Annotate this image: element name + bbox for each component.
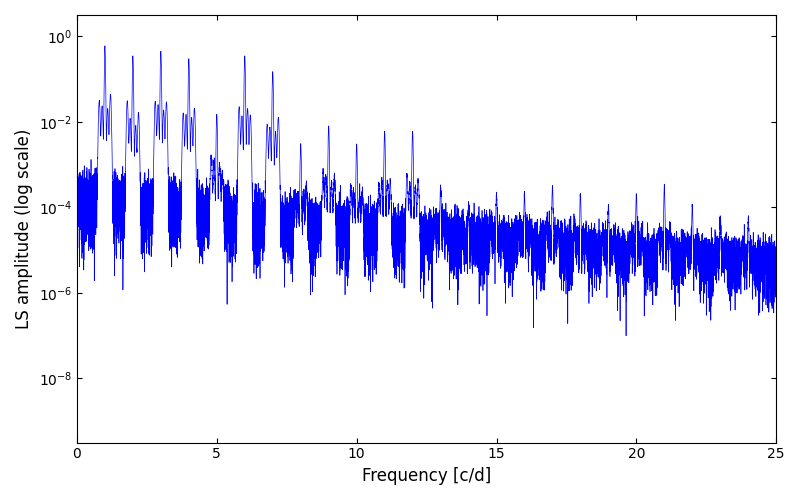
Y-axis label: LS amplitude (log scale): LS amplitude (log scale): [15, 128, 33, 329]
X-axis label: Frequency [c/d]: Frequency [c/d]: [362, 467, 491, 485]
